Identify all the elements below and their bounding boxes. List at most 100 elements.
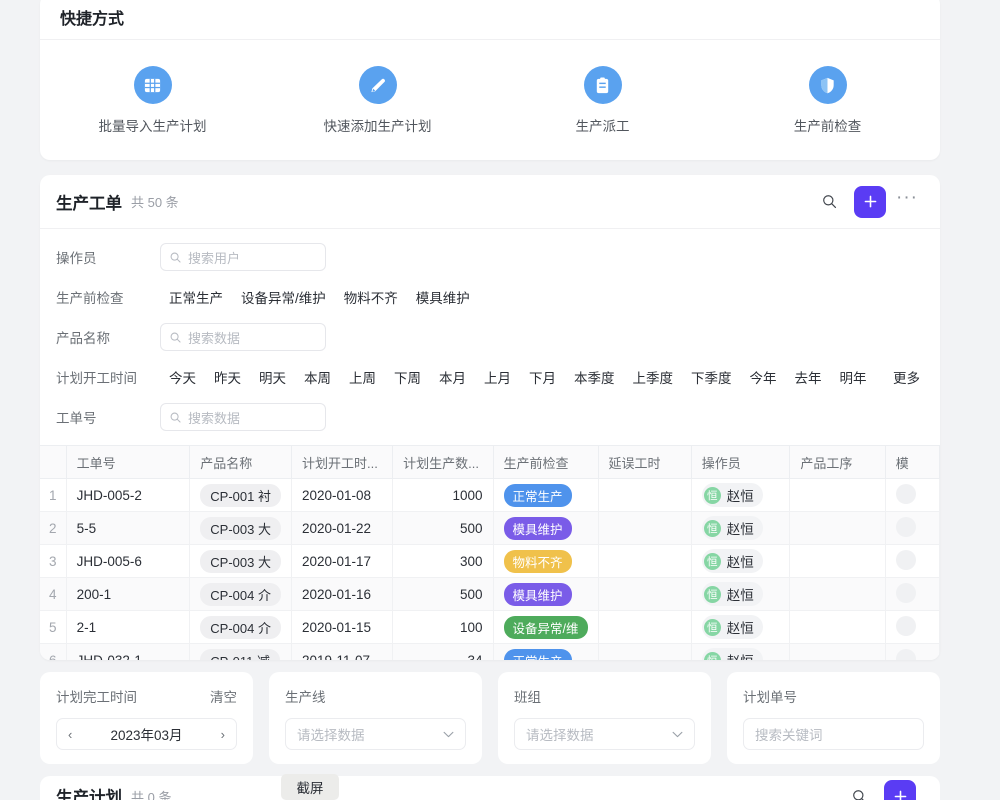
start-time-option-next-week[interactable]: 下周: [394, 371, 421, 386]
chevron-down-icon: [672, 725, 683, 743]
start-time-more-link[interactable]: 更多: [893, 371, 920, 386]
filter-row-product: 产品名称 搜索数据: [56, 317, 924, 357]
cell-planned-start: 2020-01-08: [291, 478, 394, 512]
filter-card-finish-time: 计划完工时间 清空 ‹ 2023年03月 ›: [40, 672, 253, 764]
row-index: 3: [40, 544, 67, 578]
start-time-option-this-month[interactable]: 本月: [439, 371, 466, 386]
operator-chip: 恒赵恒: [701, 483, 763, 507]
select-placeholder: 请选择数据: [526, 728, 594, 743]
work-orders-table-wrap[interactable]: 工单号 产品名称 计划开工时... 计划生产数... 生产前检查 延误工时 操作…: [40, 445, 940, 660]
shortcut-batch-import[interactable]: 批量导入生产计划: [40, 66, 265, 135]
avatar: 恒: [703, 486, 721, 504]
start-time-option-tomorrow[interactable]: 明天: [259, 371, 286, 386]
col-delay-hours[interactable]: 延误工时: [598, 445, 692, 479]
precheck-option-normal[interactable]: 正常生产: [169, 291, 223, 306]
filter-row-operator: 操作员 搜索用户: [56, 237, 924, 277]
table-row[interactable]: 2 5-5 CP-003 大 2020-01-22 500 模具维护 恒赵恒: [40, 511, 940, 545]
pencil-icon: [358, 66, 397, 104]
search-icon[interactable]: [814, 187, 844, 217]
add-work-order-button[interactable]: [854, 185, 886, 218]
chevron-left-icon[interactable]: ‹: [68, 726, 73, 742]
start-time-option-yesterday[interactable]: 昨天: [214, 371, 241, 386]
production-line-select[interactable]: 请选择数据: [285, 718, 466, 750]
filter-row-precheck: 生产前检查 正常生产 设备异常/维护 物料不齐 模具维护: [56, 277, 924, 317]
capture-screenshot-button[interactable]: 截屏: [281, 774, 339, 800]
operator-name: 赵恒: [726, 522, 754, 537]
production-plan-count: 共 0 条: [131, 789, 172, 800]
col-order-no[interactable]: 工单号: [66, 445, 191, 479]
start-time-option-today[interactable]: 今天: [169, 371, 196, 386]
start-time-option-last-year[interactable]: 去年: [794, 371, 822, 386]
precheck-option-material[interactable]: 物料不齐: [343, 291, 398, 306]
start-time-option-last-week[interactable]: 上周: [349, 371, 376, 386]
avatar: 恒: [703, 585, 721, 603]
cell-planned-qty: 500: [392, 577, 494, 611]
search-icon[interactable]: [844, 781, 874, 800]
start-time-option-last-quarter[interactable]: 上季度: [632, 371, 674, 386]
shortcut-label: 批量导入生产计划: [98, 119, 207, 134]
clear-button[interactable]: 清空: [210, 690, 237, 705]
operator-chip: 恒赵恒: [701, 615, 763, 639]
col-planned-start[interactable]: 计划开工时...: [291, 445, 394, 479]
add-production-plan-button[interactable]: [884, 780, 916, 800]
start-time-option-this-week[interactable]: 本周: [304, 371, 331, 386]
cell-delay-hours: [598, 511, 692, 545]
more-options-icon[interactable]: ···: [896, 186, 918, 208]
filter-label-precheck: 生产前检查: [56, 291, 124, 306]
shortcut-precheck[interactable]: 生产前检查: [715, 66, 940, 135]
order-no-search-input[interactable]: 搜索数据: [160, 403, 326, 431]
shortcut-quick-add[interactable]: 快速添加生产计划: [265, 66, 490, 135]
cell-product-process: [789, 511, 886, 545]
status-badge: 正常生产: [503, 483, 572, 507]
cell-planned-start: 2020-01-16: [291, 577, 394, 611]
month-picker[interactable]: ‹ 2023年03月 ›: [56, 718, 237, 750]
table-header-row: 工单号 产品名称 计划开工时... 计划生产数... 生产前检查 延误工时 操作…: [40, 445, 940, 479]
cell-product-process: [789, 577, 886, 611]
cell-planned-start: 2020-01-22: [291, 511, 394, 545]
start-time-option-next-year[interactable]: 明年: [839, 371, 867, 386]
team-select[interactable]: 请选择数据: [514, 718, 695, 750]
filter-row-order-no: 工单号 搜索数据: [56, 397, 924, 437]
col-product-process[interactable]: 产品工序: [789, 445, 886, 479]
col-product-name[interactable]: 产品名称: [189, 445, 292, 479]
plan-no-input[interactable]: 搜索关键词: [743, 718, 924, 750]
table-row[interactable]: 4 200-1 CP-004 介 2020-01-16 500 模具维护 恒赵恒: [40, 577, 940, 611]
cell-planned-start: 2019-11-07: [291, 643, 394, 660]
start-time-option-this-quarter[interactable]: 本季度: [574, 371, 615, 386]
operator-search-input[interactable]: 搜索用户: [160, 243, 326, 271]
row-index: 5: [40, 610, 67, 644]
precheck-option-equipment[interactable]: 设备异常/维护: [241, 291, 326, 306]
precheck-option-mold[interactable]: 模具维护: [415, 291, 470, 306]
table-row[interactable]: 1 JHD-005-2 CP-001 衬 2020-01-08 1000 正常生…: [40, 478, 940, 512]
table-row[interactable]: 3 JHD-005-6 CP-003 大 2020-01-17 300 物料不齐…: [40, 544, 940, 578]
table-row[interactable]: 6 JHD-032-1 CP-011 减 2019-11-07 34 正常生产 …: [40, 643, 940, 660]
avatar: 恒: [703, 552, 721, 570]
shortcut-label: 生产前检查: [793, 119, 862, 134]
filter-label-order-no: 工单号: [56, 411, 97, 426]
chevron-right-icon[interactable]: ›: [220, 726, 225, 742]
filter-label-product: 产品名称: [56, 331, 110, 346]
cell-planned-qty: 100: [392, 610, 494, 644]
table-row[interactable]: 5 2-1 CP-004 介 2020-01-15 100 设备异常/维 恒赵恒: [40, 610, 940, 644]
precheck-options: 正常生产 设备异常/维护 物料不齐 模具维护: [160, 287, 479, 307]
cell-delay-hours: [598, 643, 692, 660]
filters-panel: 操作员 搜索用户 生产前检查 正常生产 设备异常/维护 物料不齐 模具维护 产品…: [40, 229, 940, 443]
cell-operator: 恒赵恒: [691, 610, 791, 644]
col-precheck[interactable]: 生产前检查: [493, 445, 599, 479]
col-planned-qty[interactable]: 计划生产数...: [392, 445, 494, 479]
col-operator[interactable]: 操作员: [691, 445, 791, 479]
product-search-input[interactable]: 搜索数据: [160, 323, 326, 351]
mold-placeholder: [895, 582, 916, 603]
operator-name: 赵恒: [727, 650, 754, 660]
start-time-option-last-month[interactable]: 上月: [484, 371, 511, 386]
operator-name: 赵恒: [726, 621, 754, 636]
avatar: 恒: [703, 618, 721, 636]
work-orders-header: 生产工单 共 50 条 ···: [40, 175, 940, 229]
start-time-option-next-quarter[interactable]: 下季度: [691, 371, 732, 386]
operator-chip: 恒赵恒: [701, 582, 763, 606]
start-time-option-this-year[interactable]: 今年: [749, 371, 777, 386]
shortcut-dispatch[interactable]: 生产派工: [490, 66, 715, 135]
start-time-option-next-month[interactable]: 下月: [529, 371, 556, 386]
col-mold[interactable]: 模: [885, 445, 940, 479]
